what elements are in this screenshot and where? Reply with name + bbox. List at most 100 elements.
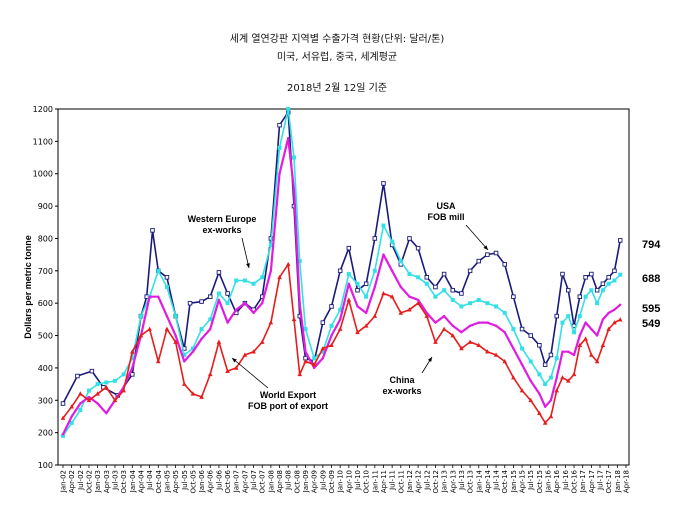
- data-point-western-europe-ex-works: [416, 275, 421, 280]
- data-point-usa-fob-mill: [566, 287, 571, 293]
- data-point-western-europe-ex-works: [612, 278, 617, 283]
- y-tick-label: 500: [38, 332, 53, 341]
- data-point-world-export-fob-port-of-export: [373, 285, 377, 289]
- data-point-western-europe-ex-works: [606, 281, 611, 286]
- data-point-china-ex-works: [268, 320, 274, 325]
- data-point-china-ex-works: [571, 371, 577, 377]
- end-value-label-usa-fob-mill: 794: [642, 239, 661, 251]
- data-point-world-export-fob-port-of-export: [148, 295, 151, 298]
- data-point-western-europe-ex-works: [543, 382, 548, 387]
- data-point-usa-fob-mill: [519, 326, 525, 332]
- x-tick-label: Jul-15: [527, 470, 535, 491]
- data-point-china-ex-works: [381, 290, 386, 296]
- data-point-world-export-fob-port-of-export: [390, 269, 394, 273]
- data-point-western-europe-ex-works: [112, 378, 117, 383]
- y-tick-label: 200: [38, 429, 53, 438]
- y-axis-label: Dollars per metric tonne: [23, 235, 33, 339]
- data-point-western-europe-ex-works: [86, 388, 91, 393]
- data-point-world-export-fob-port-of-export: [549, 399, 553, 402]
- data-point-china-ex-works: [216, 339, 222, 344]
- data-point-china-ex-works: [493, 352, 499, 357]
- data-point-world-export-fob-port-of-export: [543, 405, 547, 408]
- data-point-china-ex-works: [548, 413, 554, 419]
- data-point-china-ex-works: [389, 294, 395, 299]
- annotation-arrowhead-usa-fob-mill: [483, 245, 488, 250]
- data-point-western-europe-ex-works: [355, 281, 360, 286]
- end-value-label-china-ex-works: 549: [642, 318, 660, 330]
- data-point-world-export-fob-port-of-export: [451, 324, 454, 328]
- data-point-china-ex-works: [519, 388, 525, 393]
- series-line-china-ex-works: [62, 263, 621, 424]
- data-point-world-export-fob-port-of-export: [292, 188, 296, 192]
- data-point-western-europe-ex-works: [572, 330, 577, 335]
- x-tick-label: Apr-05: [172, 470, 180, 493]
- x-tick-label: Oct-15: [536, 470, 544, 494]
- data-point-usa-fob-mill: [407, 236, 412, 241]
- data-point-western-europe-ex-works: [459, 304, 464, 309]
- data-point-western-europe-ex-works: [589, 288, 594, 293]
- x-tick-label: Apr-13: [449, 470, 457, 493]
- y-tick-label: 1100: [33, 137, 53, 146]
- series-line-world-export-fob-port-of-export: [62, 137, 621, 435]
- data-point-world-export-fob-port-of-export: [131, 366, 134, 370]
- x-tick-label: Apr-09: [311, 470, 319, 493]
- data-point-china-ex-works: [190, 391, 196, 396]
- x-tick-label: Oct-09: [328, 470, 336, 494]
- data-point-usa-fob-mill: [560, 271, 565, 277]
- data-point-usa-fob-mill: [459, 291, 464, 296]
- x-tick-label: Oct-07: [259, 470, 267, 494]
- data-point-china-ex-works: [583, 336, 588, 341]
- data-point-world-export-fob-port-of-export: [226, 321, 229, 324]
- data-point-usa-fob-mill: [363, 281, 369, 287]
- x-tick-label: Oct-02: [85, 470, 93, 494]
- x-tick-label: Jul-12: [423, 470, 431, 491]
- series-line-usa-fob-mill: [62, 111, 621, 404]
- data-point-china-ex-works: [337, 326, 343, 331]
- x-tick-label: Oct-17: [605, 470, 613, 494]
- x-tick-label: Oct-03: [120, 470, 128, 494]
- data-point-western-europe-ex-works: [286, 107, 291, 111]
- data-point-western-europe-ex-works: [320, 349, 325, 354]
- y-tick-label: 100: [38, 461, 53, 470]
- annotation-western-europe-ex-works: ex-works: [202, 225, 241, 235]
- data-point-western-europe-ex-works: [225, 301, 230, 306]
- x-tick-label: Oct-13: [467, 470, 475, 494]
- data-point-world-export-fob-port-of-export: [105, 412, 108, 415]
- data-point-world-export-fob-port-of-export: [364, 311, 368, 315]
- data-point-usa-fob-mill: [583, 275, 588, 280]
- data-point-world-export-fob-port-of-export: [183, 360, 186, 363]
- data-point-world-export-fob-port-of-export: [252, 311, 255, 315]
- x-tick-label: Jan-09: [302, 470, 310, 493]
- x-tick-label: Jan-18: [614, 470, 622, 493]
- data-point-western-europe-ex-works: [303, 327, 308, 332]
- data-point-china-ex-works: [242, 352, 248, 357]
- data-point-western-europe-ex-works: [216, 291, 221, 296]
- data-point-world-export-fob-port-of-export: [70, 415, 73, 418]
- data-point-usa-fob-mill: [502, 262, 507, 267]
- data-point-world-export-fob-port-of-export: [157, 295, 160, 298]
- data-point-western-europe-ex-works: [554, 356, 559, 361]
- data-point-western-europe-ex-works: [329, 323, 334, 328]
- data-point-china-ex-works: [181, 381, 187, 386]
- data-point-western-europe-ex-works: [277, 145, 282, 150]
- data-point-usa-fob-mill: [450, 287, 456, 293]
- annotation-arrowhead-western-europe-ex-works: [246, 263, 250, 268]
- x-tick-label: Apr-12: [415, 470, 423, 493]
- data-point-china-ex-works: [147, 326, 152, 331]
- data-point-western-europe-ex-works: [424, 281, 429, 286]
- data-point-china-ex-works: [138, 333, 144, 338]
- data-point-china-ex-works: [320, 345, 326, 351]
- x-tick-label: Oct-10: [363, 470, 371, 494]
- data-point-china-ex-works: [565, 378, 571, 383]
- y-tick-label: 700: [38, 267, 53, 276]
- data-point-world-export-fob-port-of-export: [425, 311, 428, 315]
- data-point-china-ex-works: [424, 313, 430, 318]
- annotation-arrowhead-world-export-fob-port-of-export: [232, 358, 237, 363]
- data-point-china-ex-works: [60, 415, 66, 420]
- data-point-usa-fob-mill: [554, 313, 559, 319]
- x-tick-label: Jul-16: [562, 469, 570, 490]
- data-point-usa-fob-mill: [467, 268, 473, 274]
- data-point-china-ex-works: [112, 397, 118, 403]
- data-point-usa-fob-mill: [528, 333, 533, 338]
- x-tick-label: Apr-07: [241, 470, 249, 493]
